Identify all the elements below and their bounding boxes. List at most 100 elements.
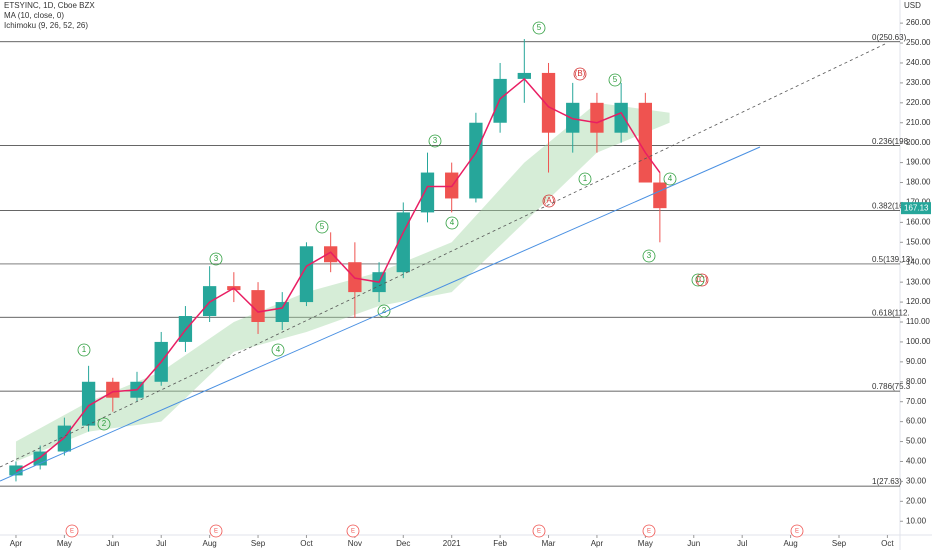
candle-body — [638, 102, 653, 183]
wave-label: (A) — [544, 196, 555, 205]
x-tick-label: Aug — [203, 539, 217, 548]
y-tick-label: 200.00 — [906, 138, 931, 147]
wave-marker — [695, 273, 709, 287]
wave-label: 1 — [583, 174, 588, 183]
candle-body — [653, 182, 667, 209]
y-tick-label: 90.00 — [906, 357, 927, 366]
fib-label: 0.618(112. — [872, 308, 910, 317]
x-tick-label: Jun — [106, 539, 119, 548]
wave-marker — [573, 67, 587, 81]
candle-body — [299, 246, 314, 303]
wave-label: 3 — [214, 254, 219, 263]
candle-body — [590, 102, 604, 133]
y-tick-label: 160.00 — [906, 217, 931, 226]
wave-label: (B) — [575, 69, 586, 78]
wave-marker — [542, 194, 556, 208]
fib-label: 0.236(198. — [872, 137, 910, 146]
wave-label: 2 — [102, 419, 107, 428]
wave-label: 1 — [82, 345, 87, 354]
wave-label: (C) — [696, 275, 707, 284]
x-tick-label: Dec — [396, 539, 410, 548]
candle-body — [493, 78, 507, 123]
x-tick-label: Jul — [156, 539, 166, 548]
fib-label: 0(250.63) — [872, 33, 907, 42]
wave-marker — [377, 304, 391, 318]
y-tick-label: 50.00 — [906, 437, 927, 446]
currency: USD — [904, 1, 921, 10]
earnings-label: E — [70, 529, 74, 535]
wave-marker — [578, 172, 592, 186]
y-tick-label: 240.00 — [906, 58, 931, 67]
wave-marker — [271, 343, 285, 357]
wave-marker — [691, 273, 705, 287]
earnings-label: E — [795, 529, 799, 535]
wave-marker — [97, 417, 111, 431]
earnings-label: E — [647, 529, 651, 535]
wave-marker — [77, 343, 91, 357]
candle-body — [251, 290, 265, 322]
fib-label: 0.382(165. — [872, 202, 910, 211]
ma-line — [15, 77, 661, 473]
y-tick-label: 210.00 — [906, 118, 931, 127]
y-tick-label: 220.00 — [906, 98, 931, 107]
ichimoku-cloud — [15, 102, 670, 462]
chart-title: ETSYINC, 1D, Cboe BZX — [4, 1, 95, 10]
y-tick-label: 190.00 — [906, 158, 931, 167]
fib-label: 0.786(75.3 — [872, 382, 911, 391]
y-tick-label: 130.00 — [906, 277, 931, 286]
wave-marker — [608, 73, 622, 87]
wave-label: 4 — [450, 218, 455, 227]
y-tick-label: 30.00 — [906, 477, 927, 486]
candle-body — [275, 302, 289, 322]
candle-body — [517, 72, 531, 79]
x-tick-label: Jun — [687, 539, 700, 548]
candle-body — [81, 381, 96, 426]
y-tick-label: 120.00 — [906, 297, 931, 306]
indicator-label: MA (10, close, 0) — [4, 11, 64, 20]
plot: 0(250.63) 0.236(198. 0.382(165. 0.5(139.13)… — [0, 21, 913, 487]
x-tick-label: Jul — [737, 539, 747, 548]
wave-label: 4 — [276, 345, 281, 354]
wave-label: 5 — [320, 222, 325, 231]
y-tick-label: 140.00 — [906, 257, 931, 266]
x-tick-label: Mar — [542, 539, 556, 548]
earnings-marker — [209, 524, 223, 538]
indicator-label: Ichimoku (9, 26, 52, 26) — [4, 21, 88, 30]
x-tick-label: Aug — [783, 539, 797, 548]
x-tick-label: Oct — [881, 539, 894, 548]
x-tick-label: Feb — [493, 539, 507, 548]
y-tick-label: 250.00 — [906, 38, 931, 47]
candle-body — [614, 102, 628, 133]
wave-marker — [209, 252, 223, 266]
wave-marker — [663, 172, 677, 186]
x-tick-label: May — [638, 539, 653, 548]
x-tick-label: May — [57, 539, 72, 548]
candle-body — [469, 122, 483, 199]
trend-line — [0, 146, 761, 482]
fib-label: 1(27.63) — [872, 477, 902, 486]
earnings-marker — [642, 524, 656, 538]
wave-marker — [532, 21, 546, 35]
fib-label: 0.5(139.13) — [872, 255, 913, 264]
x-tick-label: 2021 — [443, 539, 461, 548]
candle-body — [420, 172, 435, 213]
y-tick-label: 20.00 — [906, 496, 927, 505]
candle-body — [541, 72, 556, 133]
candle-body — [202, 286, 217, 317]
trend-line-dashed — [0, 43, 886, 468]
y-tick-label: 180.00 — [906, 178, 931, 187]
last-price-label: 167.13 — [904, 203, 929, 212]
earnings-label: E — [351, 529, 355, 535]
y-tick-label: 70.00 — [906, 397, 927, 406]
x-tick-label: Apr — [591, 539, 604, 548]
y-tick-label: 10.00 — [906, 516, 927, 525]
y-tick-label: 150.00 — [906, 237, 931, 246]
y-tick-label: 40.00 — [906, 457, 927, 466]
wave-label: 2 — [382, 306, 387, 315]
earnings-label: E — [214, 529, 218, 535]
y-tick-label: 170.00 — [906, 198, 931, 207]
earnings-marker — [532, 524, 546, 538]
earnings-marker — [346, 524, 360, 538]
